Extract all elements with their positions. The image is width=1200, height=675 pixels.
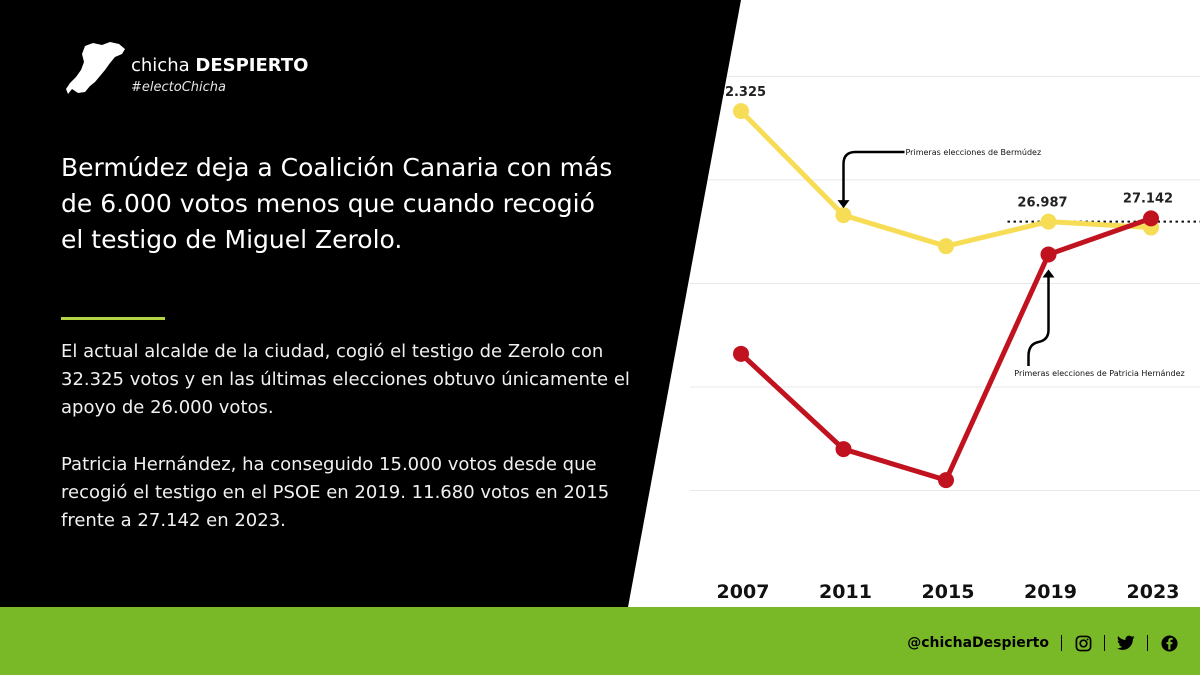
x-tick-label: 2023 <box>1127 581 1180 603</box>
facebook-icon[interactable] <box>1160 634 1178 652</box>
brand-name-light: chicha <box>131 55 190 76</box>
data-point-psoe <box>835 441 852 458</box>
headline: Bermúdez deja a Coalición Canaria con má… <box>61 153 613 254</box>
annotation-arrow <box>1027 276 1050 366</box>
data-point-cc <box>733 103 749 120</box>
data-label: 26.987 <box>1017 196 1067 211</box>
data-point-psoe <box>1040 246 1057 263</box>
instagram-icon[interactable] <box>1074 634 1092 652</box>
data-label: 32.325 <box>716 85 766 100</box>
headline-divider <box>61 317 165 320</box>
island-logo-icon <box>66 42 125 94</box>
data-point-psoe <box>1143 210 1159 227</box>
brand-name: chicha DESPIERTO <box>131 55 308 76</box>
text-panel <box>0 0 741 607</box>
data-label: 27.142 <box>1123 191 1173 206</box>
x-tick-label: 2015 <box>922 581 975 603</box>
brand-hashtag: #electoChicha <box>131 80 226 95</box>
series-line-cc <box>738 108 1154 249</box>
divider <box>1061 635 1062 651</box>
body-text: El actual alcalde de la ciudad, cogió el… <box>61 338 636 535</box>
data-point-cc <box>835 207 852 224</box>
x-tick-label: 2007 <box>717 581 770 603</box>
annotation-arrow <box>842 150 905 202</box>
body-paragraph-1: El actual alcalde de la ciudad, cogió el… <box>61 341 630 418</box>
data-point-cc <box>1040 213 1057 230</box>
social-handle[interactable]: @chichaDespierto <box>907 635 1049 651</box>
data-point-psoe <box>938 472 954 489</box>
social-links: @chichaDespierto <box>907 634 1178 652</box>
series-line-psoe <box>738 215 1154 483</box>
divider <box>1147 635 1148 651</box>
twitter-icon[interactable] <box>1117 634 1135 652</box>
x-tick-label: 2019 <box>1024 581 1077 603</box>
divider <box>1104 635 1105 651</box>
x-tick-label: 2011 <box>819 581 872 603</box>
data-point-psoe <box>733 345 749 362</box>
brand-name-bold: DESPIERTO <box>195 55 309 76</box>
annotation-arrowhead <box>837 200 850 209</box>
line-chart: 2007 2011 2015 2019 2023 32.325 26.987 27.142 Pr… <box>690 75 1200 603</box>
footer-bar <box>0 607 1200 675</box>
annotation-label: Primeras elecciones de Patricia Hernánde… <box>1014 369 1184 378</box>
annotation-label: Primeras elecciones de Bermúdez <box>906 148 1042 157</box>
data-point-cc <box>938 238 954 255</box>
body-paragraph-2: Patricia Hernández, ha conseguido 15.000… <box>61 454 610 531</box>
annotation-arrowhead <box>1042 269 1055 278</box>
